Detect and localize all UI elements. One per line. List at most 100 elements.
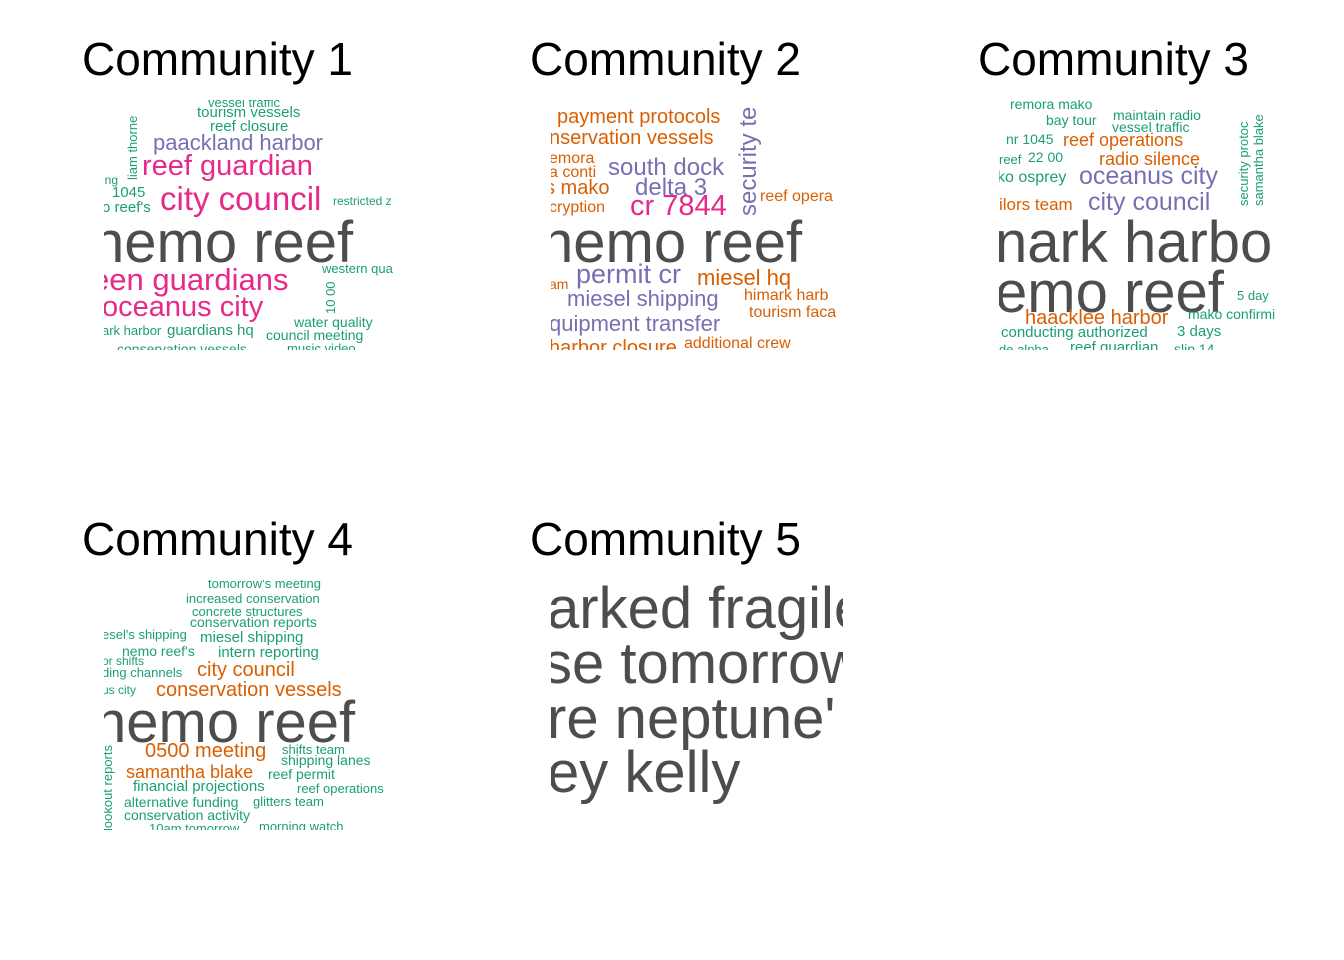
word: miesel shipping <box>200 629 304 646</box>
word: additional crew <box>684 335 791 351</box>
word-cloud-community-4: tomorrow's meeting increased conservation… <box>104 580 396 830</box>
word: nr 1045 <box>1006 131 1054 147</box>
word: miesel hq <box>697 265 792 290</box>
word: reef <box>999 152 1022 167</box>
panel-title-3: Community 3 <box>978 33 1249 85</box>
word: esel's shipping <box>104 627 187 642</box>
panel-title-4: Community 4 <box>82 513 353 565</box>
word: re neptune' <box>551 686 836 751</box>
word: himark harb <box>744 287 829 304</box>
word: miesel shipping <box>567 286 719 311</box>
word: vessel traffic <box>1112 119 1190 135</box>
word: ark harbor <box>104 323 162 338</box>
word: emora <box>551 150 595 167</box>
word: nemo reef <box>104 210 354 275</box>
word: samantha blake <box>126 762 254 782</box>
word: nemo reef's <box>122 643 195 659</box>
word: glitters team <box>253 794 324 809</box>
word: shifts team <box>282 742 345 757</box>
word-cloud-community-5: arked fragile se tomorrow re neptune' ey ke… <box>551 580 843 830</box>
word: ing <box>104 173 119 187</box>
word-cloud-community-2: payment protocols nservation vessels secur… <box>551 100 843 350</box>
word: conservation vessels <box>156 679 342 701</box>
word: samantha blake <box>1251 114 1266 206</box>
word: tourism vessels <box>197 104 301 121</box>
word-cloud-community-1: vessel traffic tourism vessels reef closur… <box>104 100 396 350</box>
word: harbor closure <box>551 337 677 350</box>
word: arked fragile <box>551 580 843 641</box>
word: 10am tomorrow <box>149 821 240 830</box>
word: reef operations <box>297 781 384 796</box>
word: city council <box>197 659 295 681</box>
word: a conti <box>551 164 597 181</box>
word: quipment transfer <box>551 311 721 336</box>
word: liam thorne <box>125 115 140 180</box>
word: security te <box>735 106 762 216</box>
panel-title-2: Community 2 <box>530 33 801 85</box>
word: conducting authorized <box>1001 324 1148 341</box>
word: tourism faca <box>749 304 837 321</box>
word: oceanus city <box>104 291 264 323</box>
word: intern reporting <box>218 644 319 661</box>
word: nemo reef <box>104 690 356 755</box>
word: emo reef <box>999 260 1224 325</box>
word: maintain radio <box>1113 107 1201 123</box>
word: western qua <box>322 261 393 276</box>
word: or shifts <box>104 654 145 668</box>
word: south dock <box>608 154 725 181</box>
word: remora mako <box>1010 100 1093 112</box>
word: restricted z <box>333 194 392 208</box>
word: 0500 meeting <box>145 740 267 762</box>
word: conservation vessels <box>117 341 247 350</box>
word: 3 days <box>1177 323 1222 340</box>
word: nemo reef <box>551 210 803 275</box>
word: 10 00 <box>323 281 338 314</box>
word: tomorrow's meeting <box>208 580 322 591</box>
word: reef guardian <box>1070 339 1159 350</box>
word: de alpha <box>999 342 1049 350</box>
word: een guardians <box>104 262 289 297</box>
word: alternative funding <box>124 794 239 810</box>
word: conservation activity <box>124 807 251 823</box>
word: nservation vessels <box>551 127 714 149</box>
word: lookout reports <box>104 745 115 830</box>
word: permit cr <box>576 259 682 289</box>
word: slip 14 <box>1174 341 1215 350</box>
word: reef guardian <box>142 150 313 182</box>
word: morning watch <box>259 819 344 830</box>
word: financial projections <box>133 778 265 795</box>
word: vessel traffic <box>208 100 281 110</box>
word: city council <box>160 180 322 217</box>
word: delta 3 <box>635 174 708 201</box>
word: radio silence <box>1099 149 1201 169</box>
word: oceanus city <box>1079 162 1218 190</box>
word: water quality <box>294 314 373 330</box>
word: city council <box>1088 188 1211 216</box>
word: se tomorrow <box>551 631 843 696</box>
word: increased conservation <box>186 591 320 606</box>
word: ilors team <box>999 195 1073 214</box>
word: cryption <box>551 199 606 216</box>
word: am <box>551 276 569 292</box>
word: guardians hq <box>167 322 254 339</box>
word: reef permit <box>268 766 335 782</box>
panel-title-1: Community 1 <box>82 33 353 85</box>
word: s mako <box>551 177 610 199</box>
word: ding channels <box>104 665 183 680</box>
word: reef closure <box>210 118 289 135</box>
word: nark harbo <box>999 210 1273 275</box>
word: council meeting <box>266 327 364 343</box>
word: music video <box>287 341 356 350</box>
panel-title-5: Community 5 <box>530 513 801 565</box>
word: reef operations <box>1063 130 1184 150</box>
word: 1045 <box>112 184 146 201</box>
word: haacklee harbor <box>1025 307 1169 329</box>
word: us city <box>104 683 137 697</box>
word-cloud-community-3: remora mako bay tour maintain radio vessel … <box>999 100 1291 350</box>
word: shipping lanes <box>281 752 371 768</box>
word: reef opera <box>760 188 833 205</box>
word: conservation reports <box>190 614 317 630</box>
word: bay tour <box>1046 112 1097 128</box>
word: mako confirmi <box>1188 306 1276 322</box>
word: 22 00 <box>1028 149 1064 165</box>
